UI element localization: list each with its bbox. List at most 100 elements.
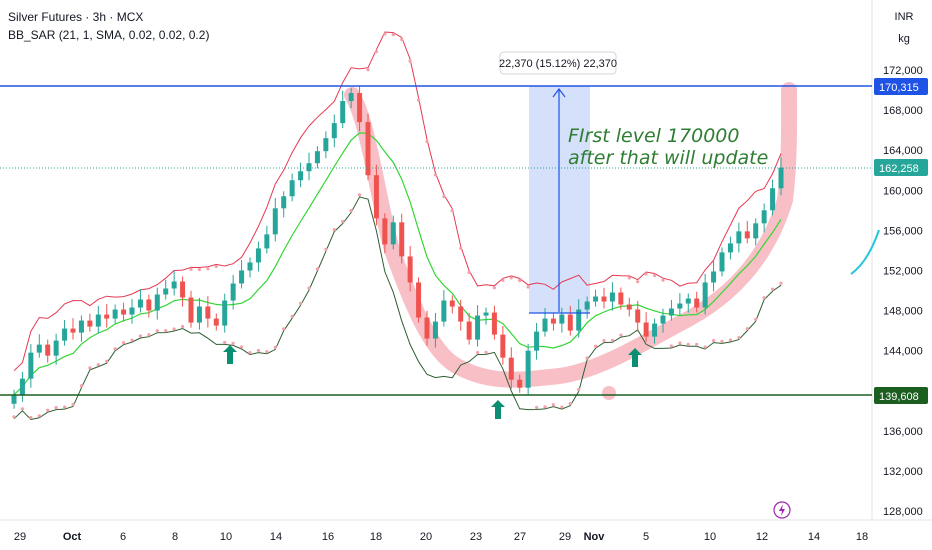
candle-body	[508, 357, 514, 380]
candle-body	[95, 314, 101, 327]
sar-dot	[771, 287, 775, 291]
lightning-icon[interactable]	[773, 501, 791, 519]
buy-arrow-3[interactable]	[628, 348, 642, 367]
candle-body	[559, 314, 565, 324]
sar-dot	[619, 333, 623, 337]
sar-dot	[155, 329, 159, 333]
candle-body	[770, 188, 776, 211]
sar-dot	[240, 345, 244, 349]
support-price-tag: 139,608	[874, 387, 928, 404]
sar-dot	[181, 324, 185, 329]
candle-body	[576, 309, 582, 331]
candle-body	[62, 328, 68, 341]
candle-body	[483, 312, 489, 316]
sar-dot	[189, 267, 193, 271]
candle-body	[407, 256, 413, 283]
candle-body	[517, 379, 523, 388]
candlesticks	[11, 86, 784, 409]
candle-body	[70, 328, 76, 333]
chart-area[interactable]	[0, 0, 872, 520]
svg-text:162,258: 162,258	[879, 163, 919, 175]
lower-band	[13, 196, 782, 421]
candle-body	[230, 283, 236, 301]
buy-arrow-1[interactable]	[223, 345, 237, 364]
candle-body	[348, 93, 354, 102]
drawn-curve[interactable]	[850, 229, 880, 275]
time-tick-label: 14	[808, 531, 820, 543]
sar-dot	[282, 327, 286, 331]
measure-label: 22,370 (15.12%) 22,370	[499, 58, 617, 70]
candle-body	[711, 271, 717, 283]
highlight-stroke	[344, 82, 798, 388]
basis-line	[13, 132, 782, 396]
sar-dot	[720, 339, 724, 343]
candle-body	[753, 223, 759, 239]
candle-body	[188, 297, 194, 323]
sar-dot	[307, 286, 311, 290]
candle-body	[778, 167, 784, 189]
sar-dot	[273, 345, 277, 349]
candle-body	[694, 298, 700, 308]
sar-dot	[299, 301, 303, 305]
candle-body	[702, 282, 708, 308]
sar-dot	[256, 348, 260, 353]
time-tick-label: 23	[470, 531, 482, 543]
unit-button[interactable]: kg	[898, 33, 910, 45]
sar-dot	[147, 333, 151, 337]
candle-body	[441, 300, 447, 322]
sar-dot	[172, 327, 176, 331]
sar-dot	[248, 351, 252, 355]
sar-dot	[535, 405, 539, 410]
time-tick-label: 10	[220, 531, 232, 543]
svg-text:170,315: 170,315	[879, 82, 919, 94]
sar-dot	[551, 403, 556, 407]
candle-body	[146, 299, 152, 311]
sar-dot	[695, 342, 699, 346]
candle-body	[340, 101, 346, 124]
candle-body	[677, 303, 683, 309]
sar-dot	[214, 264, 218, 268]
sar-dot	[492, 286, 496, 290]
candle-body	[163, 288, 169, 295]
price-tick-label: 160,000	[883, 185, 923, 197]
time-axis[interactable]: 29 Oct 6 8 10 14 16 18 20 23 27 29 Nov 5 10 12 14 18	[14, 531, 868, 543]
candle-body	[323, 138, 329, 152]
buy-arrow-2[interactable]	[491, 400, 505, 419]
sar-dot	[290, 314, 294, 318]
sar-dot	[79, 384, 83, 388]
sar-dot	[63, 405, 67, 409]
sar-dot	[341, 219, 345, 224]
candle-body	[432, 321, 438, 339]
sar-dot	[223, 340, 227, 344]
candle-body	[618, 292, 624, 305]
annotation-line-1[interactable]: FIrst level 170000	[568, 125, 739, 147]
candle-body	[365, 122, 371, 176]
symbol-title[interactable]: Silver Futures · 3h · MCX	[8, 10, 144, 24]
sar-dot	[501, 278, 505, 282]
candle-body	[104, 314, 110, 319]
annotation-line-2[interactable]: after that will update	[568, 147, 768, 169]
candle-body	[281, 196, 287, 209]
candle-body	[298, 171, 304, 181]
time-tick-label: Oct	[63, 531, 82, 543]
candle-body	[584, 301, 590, 310]
currency-button[interactable]: INR	[894, 11, 914, 23]
resistance-price-tag: 170,315	[874, 78, 928, 95]
candle-body	[129, 307, 135, 315]
current-price-tag: 162,258	[874, 159, 928, 176]
candle-body	[213, 318, 219, 326]
candle-body	[744, 231, 750, 239]
sar-dot	[644, 272, 648, 276]
candle-body	[382, 218, 388, 245]
candle-body	[601, 296, 607, 302]
price-tick-label: 132,000	[883, 466, 923, 478]
sar-dot	[265, 350, 269, 354]
candle-body	[390, 222, 396, 245]
candle-body	[719, 252, 725, 272]
price-axis[interactable]: 172,000 168,000 164,000 160,000 156,000 152,0…	[883, 65, 923, 518]
sar-dot	[400, 37, 404, 42]
candle-body	[668, 308, 674, 316]
indicator-title[interactable]: BB_SAR (21, 1, SMA, 0.02, 0.02, 0.2)	[8, 28, 210, 42]
candle-body	[180, 281, 186, 298]
